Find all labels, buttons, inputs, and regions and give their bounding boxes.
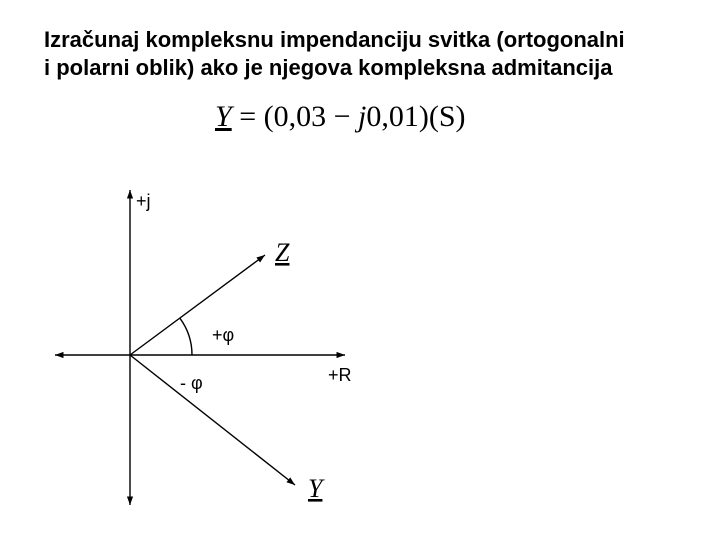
equation-unit: (S) (429, 100, 466, 133)
phasor-diagram: +j +R Z Y +φ - φ (40, 175, 410, 515)
equation-lhs: Y (215, 100, 232, 133)
angle-label-neg-phi: - φ (180, 373, 203, 393)
equation-eq: = (0,03 − (239, 100, 358, 133)
problem-line-2: i polarni oblik) ako je njegova kompleks… (44, 55, 613, 80)
problem-statement: Izračunaj kompleksnu impendanciju svitka… (44, 26, 664, 81)
axis-label-r: +R (328, 365, 352, 385)
admittance-equation: Y = (0,03 − j0,01)(S) (215, 100, 466, 134)
axis-label-j: +j (136, 191, 151, 211)
angle-label-pos-phi: +φ (212, 325, 234, 345)
problem-line-1: Izračunaj kompleksnu impendanciju svitka… (44, 27, 625, 52)
impedance-phasor-label: Z (275, 238, 290, 267)
equation-imag: 0,01) (366, 100, 429, 133)
admittance-phasor-label: Y (308, 474, 325, 503)
